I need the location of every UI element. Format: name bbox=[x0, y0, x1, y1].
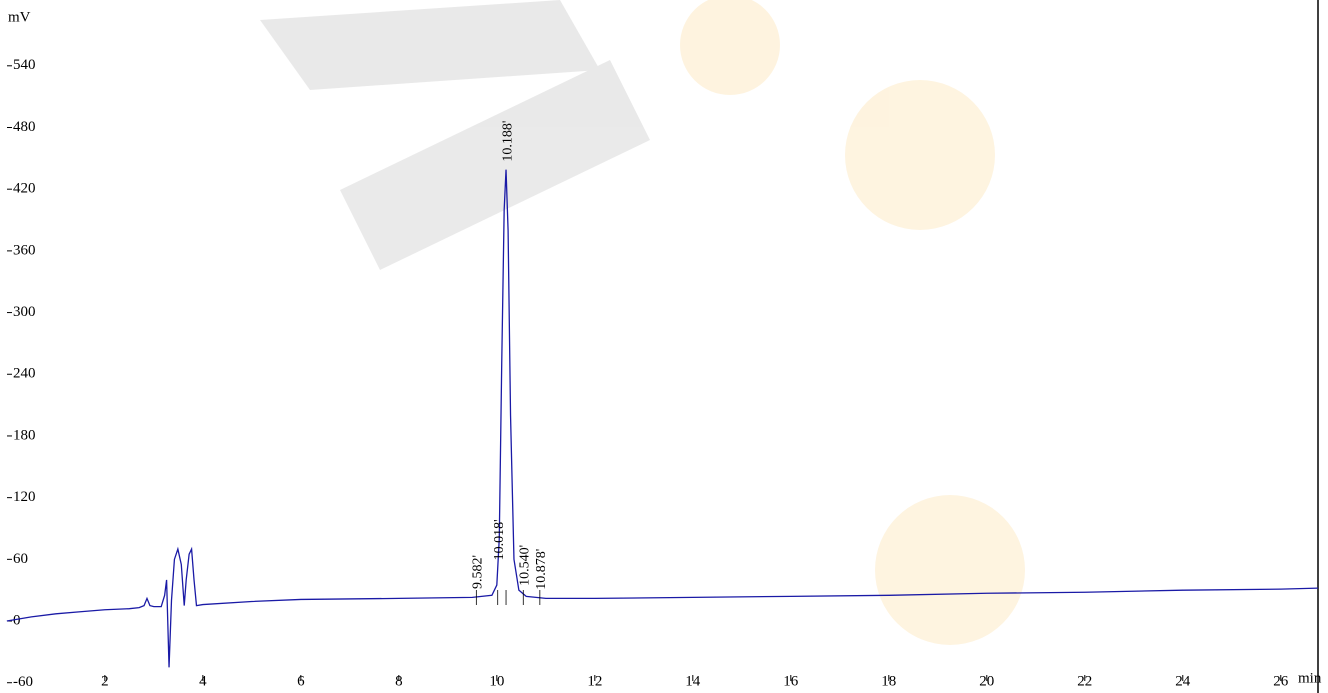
y-tick-label: 360 bbox=[13, 242, 36, 258]
peak-label: 10.540' bbox=[517, 545, 532, 586]
x-axis-label: min bbox=[1298, 670, 1322, 686]
x-tick-label: 22 bbox=[1077, 673, 1092, 689]
y-tick-label: 480 bbox=[13, 119, 36, 135]
watermark bbox=[260, 0, 1025, 645]
y-tick-label: 0 bbox=[13, 612, 21, 628]
y-tick-label: 120 bbox=[13, 489, 36, 505]
x-tick-label: 24 bbox=[1175, 673, 1191, 689]
y-tick-label: 540 bbox=[13, 57, 36, 73]
y-tick-label: 300 bbox=[13, 304, 36, 320]
x-tick-label: 16 bbox=[783, 673, 799, 689]
x-tick-label: 4 bbox=[199, 673, 207, 689]
y-tick-label: 180 bbox=[13, 427, 36, 443]
y-tick-label: 60 bbox=[13, 551, 28, 567]
x-tick-label: 8 bbox=[395, 673, 403, 689]
y-axis-label: mV bbox=[8, 9, 31, 25]
x-tick-label: 18 bbox=[881, 673, 896, 689]
x-tick-label: 2 bbox=[101, 673, 109, 689]
x-tick-label: 6 bbox=[297, 673, 305, 689]
x-tick-label: 26 bbox=[1273, 673, 1289, 689]
peak-label: 10.188' bbox=[500, 121, 515, 162]
x-tick-label: 12 bbox=[587, 673, 602, 689]
peak-label: 9.582' bbox=[471, 555, 486, 589]
x-tick-label: 10 bbox=[489, 673, 504, 689]
y-tick-label: -60 bbox=[13, 674, 33, 690]
y-tick-label: 420 bbox=[13, 181, 36, 197]
x-tick-label: 20 bbox=[979, 673, 994, 689]
y-tick-label: 240 bbox=[13, 366, 36, 382]
peak-label: 10.018' bbox=[492, 519, 507, 560]
line-series bbox=[6, 169, 1319, 668]
x-tick-label: 14 bbox=[685, 673, 701, 689]
peak-label: 10.878' bbox=[534, 549, 549, 590]
